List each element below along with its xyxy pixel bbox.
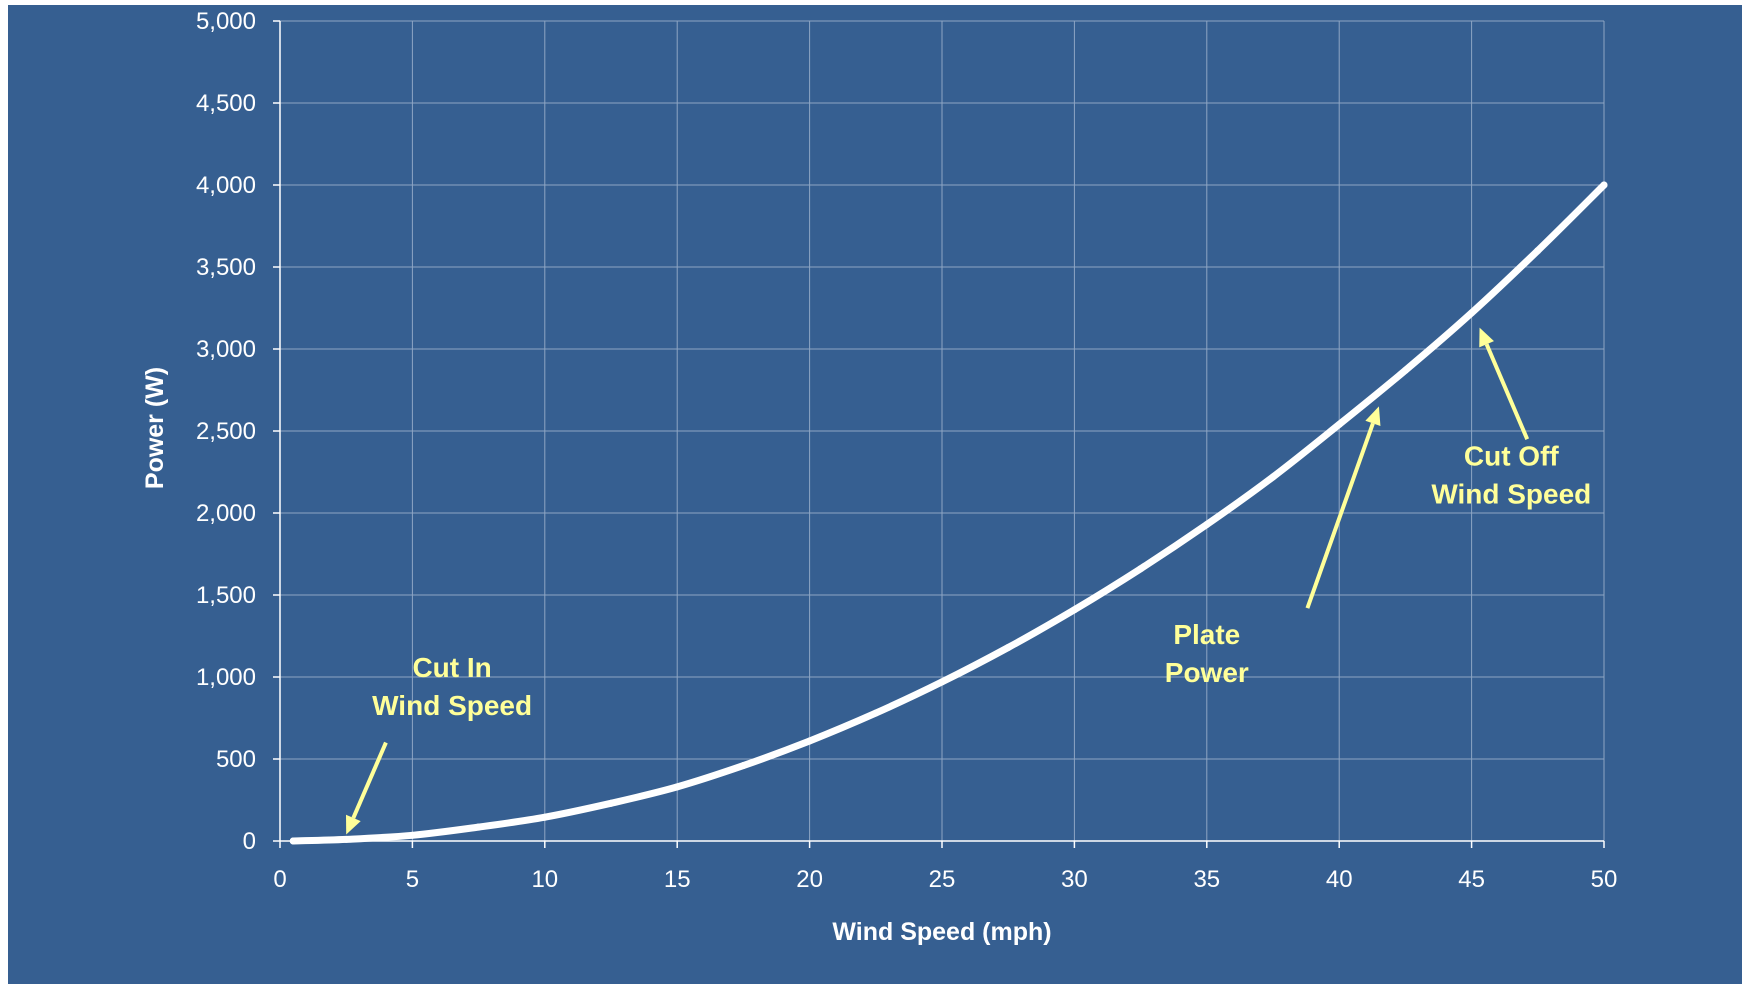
power-curve-point	[1335, 420, 1343, 428]
annotation-label-line: Cut In	[412, 652, 491, 683]
annotation-label-line: Wind Speed	[1431, 478, 1591, 509]
power-curve-point	[938, 678, 946, 686]
x-tick-label: 45	[1458, 866, 1485, 893]
annotation-label-line: Power	[1165, 657, 1249, 688]
power-curve-point	[1534, 247, 1542, 255]
y-tick-label: 1,500	[196, 582, 256, 609]
power-curve-point	[1004, 643, 1012, 651]
axes-layer: 0 5 10 15 20 25 30 35 40 45 5005001,0001,5002,0002…	[196, 8, 1617, 893]
annotation-label-line: Cut Off	[1464, 440, 1560, 471]
annotation-label: Plate Power	[1165, 619, 1249, 688]
y-tick-label: 1,000	[196, 664, 256, 691]
power-curve-point	[1468, 309, 1476, 317]
power-curve-point	[806, 737, 814, 745]
power-curve-point	[607, 799, 615, 807]
power-curve-point	[342, 835, 350, 843]
y-tick-label: 4,000	[196, 172, 256, 199]
power-curve-point	[739, 762, 747, 770]
power-curve-point	[1137, 565, 1145, 573]
y-tick-label: 500	[216, 746, 256, 773]
power-curve-point	[872, 709, 880, 717]
power-curve-point	[1401, 366, 1409, 374]
gridlines-layer	[280, 20, 1605, 841]
x-tick-label: 5	[406, 866, 419, 893]
annotation-arrow-shaft	[1305, 422, 1375, 609]
annotation-label: Cut In Wind Speed	[372, 652, 532, 721]
x-axis-title: Wind Speed (mph)	[832, 918, 1051, 946]
y-tick-label: 3,000	[196, 336, 256, 363]
power-curve-point	[1269, 473, 1277, 481]
power-curve-point	[289, 837, 297, 845]
y-tick-label: 4,500	[196, 90, 256, 117]
y-tick-label: 0	[243, 828, 256, 855]
y-tick-label: 3,500	[196, 254, 256, 281]
annotation-label-line: Wind Speed	[372, 690, 532, 721]
power-curve-point	[673, 783, 681, 791]
x-tick-label: 15	[664, 866, 691, 893]
y-tick-label: 5,000	[196, 8, 256, 35]
annotation-arrow-shaft	[1484, 343, 1530, 440]
power-curve-line	[289, 181, 1608, 845]
series-layer	[289, 181, 1608, 845]
power-curve-point	[475, 823, 483, 831]
x-tick-label: 10	[531, 866, 558, 893]
power-curve-point	[408, 831, 416, 839]
power-curve-point	[1600, 181, 1608, 189]
x-tick-label: 40	[1326, 866, 1353, 893]
chart-background	[8, 5, 1742, 984]
y-tick-label: 2,000	[196, 500, 256, 527]
power-curve-point	[541, 813, 549, 821]
annotation-arrow-shaft	[351, 741, 388, 819]
x-tick-label: 20	[796, 866, 823, 893]
x-tick-label: 0	[273, 866, 286, 893]
y-tick-label: 2,500	[196, 418, 256, 445]
y-axis-title: Power (W)	[141, 367, 169, 489]
annotation-arrow-head	[1479, 327, 1494, 348]
annotation-arrow-head	[346, 814, 361, 835]
x-tick-label: 35	[1193, 866, 1220, 893]
annotations-layer: Cut In Wind Speed Plate Power Cut Off Wind Sp…	[346, 327, 1591, 835]
annotation-arrow-head	[1365, 406, 1381, 427]
x-tick-label: 30	[1061, 866, 1088, 893]
x-tick-label: 25	[929, 866, 956, 893]
power-curve-point	[1203, 520, 1211, 528]
power-curve-point	[1070, 606, 1078, 614]
annotation-label-line: Plate	[1173, 619, 1240, 650]
annotation-label: Cut Off Wind Speed	[1431, 440, 1591, 509]
x-tick-label: 50	[1591, 866, 1618, 893]
